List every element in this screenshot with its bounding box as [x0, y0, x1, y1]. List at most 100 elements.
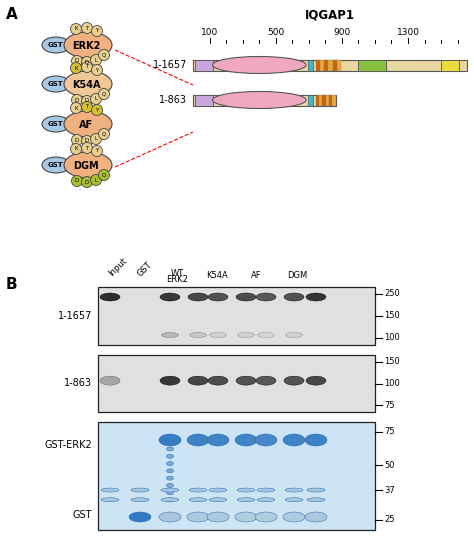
Ellipse shape — [129, 512, 151, 522]
Ellipse shape — [237, 333, 255, 338]
Ellipse shape — [237, 488, 255, 492]
Text: AF: AF — [251, 271, 261, 280]
Ellipse shape — [256, 376, 276, 385]
Text: IQGAP1: IQGAP1 — [305, 8, 355, 21]
Text: K: K — [74, 146, 78, 152]
Text: DGM: DGM — [287, 271, 307, 280]
Text: L: L — [94, 137, 98, 141]
Ellipse shape — [100, 293, 120, 301]
Ellipse shape — [72, 176, 82, 186]
FancyBboxPatch shape — [324, 59, 328, 71]
Ellipse shape — [166, 469, 173, 473]
Text: D: D — [75, 138, 79, 143]
Ellipse shape — [306, 293, 326, 301]
Text: 37: 37 — [384, 485, 395, 495]
Ellipse shape — [190, 333, 207, 338]
Text: 1-863: 1-863 — [64, 379, 92, 388]
Ellipse shape — [72, 94, 82, 105]
Text: 250: 250 — [384, 289, 400, 299]
Ellipse shape — [160, 376, 180, 385]
FancyBboxPatch shape — [98, 287, 375, 345]
FancyBboxPatch shape — [320, 59, 324, 71]
FancyBboxPatch shape — [195, 59, 213, 71]
Text: T: T — [85, 145, 89, 151]
Text: Y: Y — [95, 29, 99, 33]
Text: L: L — [94, 178, 98, 183]
Ellipse shape — [82, 57, 92, 68]
Text: 25: 25 — [384, 516, 394, 524]
Ellipse shape — [91, 105, 102, 116]
Ellipse shape — [64, 111, 112, 137]
Ellipse shape — [236, 376, 256, 385]
Ellipse shape — [208, 376, 228, 385]
Ellipse shape — [257, 498, 275, 502]
Text: 1-1657: 1-1657 — [58, 311, 92, 321]
Text: 900: 900 — [333, 28, 350, 37]
Text: GST: GST — [136, 260, 154, 278]
Ellipse shape — [166, 454, 173, 458]
FancyBboxPatch shape — [193, 59, 467, 71]
Text: T: T — [85, 25, 89, 30]
Text: K: K — [74, 105, 78, 111]
FancyBboxPatch shape — [316, 59, 320, 71]
Ellipse shape — [42, 116, 70, 132]
Ellipse shape — [91, 174, 101, 186]
Ellipse shape — [42, 37, 70, 53]
FancyBboxPatch shape — [98, 422, 375, 530]
Ellipse shape — [159, 434, 181, 446]
Ellipse shape — [256, 293, 276, 301]
FancyBboxPatch shape — [308, 94, 313, 105]
Text: GST: GST — [73, 510, 92, 520]
Text: D: D — [85, 179, 89, 185]
Ellipse shape — [64, 71, 112, 97]
Ellipse shape — [235, 434, 257, 446]
Text: AF: AF — [79, 120, 93, 130]
Ellipse shape — [91, 145, 102, 157]
Ellipse shape — [188, 376, 208, 385]
FancyBboxPatch shape — [326, 94, 329, 105]
Ellipse shape — [42, 157, 70, 173]
Text: 100: 100 — [384, 379, 400, 388]
Text: DGM: DGM — [73, 161, 99, 171]
Ellipse shape — [99, 89, 109, 99]
Text: GST: GST — [48, 81, 64, 87]
Ellipse shape — [236, 293, 256, 301]
Text: Q: Q — [102, 52, 106, 57]
Ellipse shape — [257, 333, 274, 338]
Ellipse shape — [209, 498, 227, 502]
Ellipse shape — [82, 136, 92, 146]
Text: ERK2: ERK2 — [166, 275, 188, 284]
Ellipse shape — [307, 498, 325, 502]
Text: 1300: 1300 — [396, 28, 419, 37]
Ellipse shape — [209, 488, 227, 492]
Ellipse shape — [285, 498, 303, 502]
FancyBboxPatch shape — [322, 94, 326, 105]
Ellipse shape — [91, 55, 101, 65]
Text: K54A: K54A — [72, 80, 100, 90]
Ellipse shape — [166, 498, 173, 502]
Ellipse shape — [187, 512, 209, 522]
Text: B: B — [6, 277, 18, 292]
Ellipse shape — [166, 462, 173, 465]
Text: Q: Q — [102, 132, 106, 137]
Ellipse shape — [255, 512, 277, 522]
Text: GST: GST — [48, 42, 64, 48]
Text: ERK2: ERK2 — [72, 41, 100, 51]
FancyBboxPatch shape — [337, 59, 341, 71]
Text: D: D — [85, 59, 89, 64]
Ellipse shape — [42, 76, 70, 92]
Text: Q: Q — [102, 91, 106, 97]
Ellipse shape — [207, 512, 229, 522]
Text: Input: Input — [107, 256, 128, 278]
Ellipse shape — [71, 63, 82, 73]
Ellipse shape — [82, 62, 92, 72]
Ellipse shape — [72, 134, 82, 145]
FancyBboxPatch shape — [319, 94, 322, 105]
FancyBboxPatch shape — [308, 59, 313, 71]
Text: L: L — [94, 57, 98, 63]
Ellipse shape — [285, 333, 302, 338]
Ellipse shape — [91, 93, 101, 105]
FancyBboxPatch shape — [332, 94, 336, 105]
Text: 100: 100 — [201, 28, 218, 37]
Text: 100: 100 — [384, 334, 400, 342]
